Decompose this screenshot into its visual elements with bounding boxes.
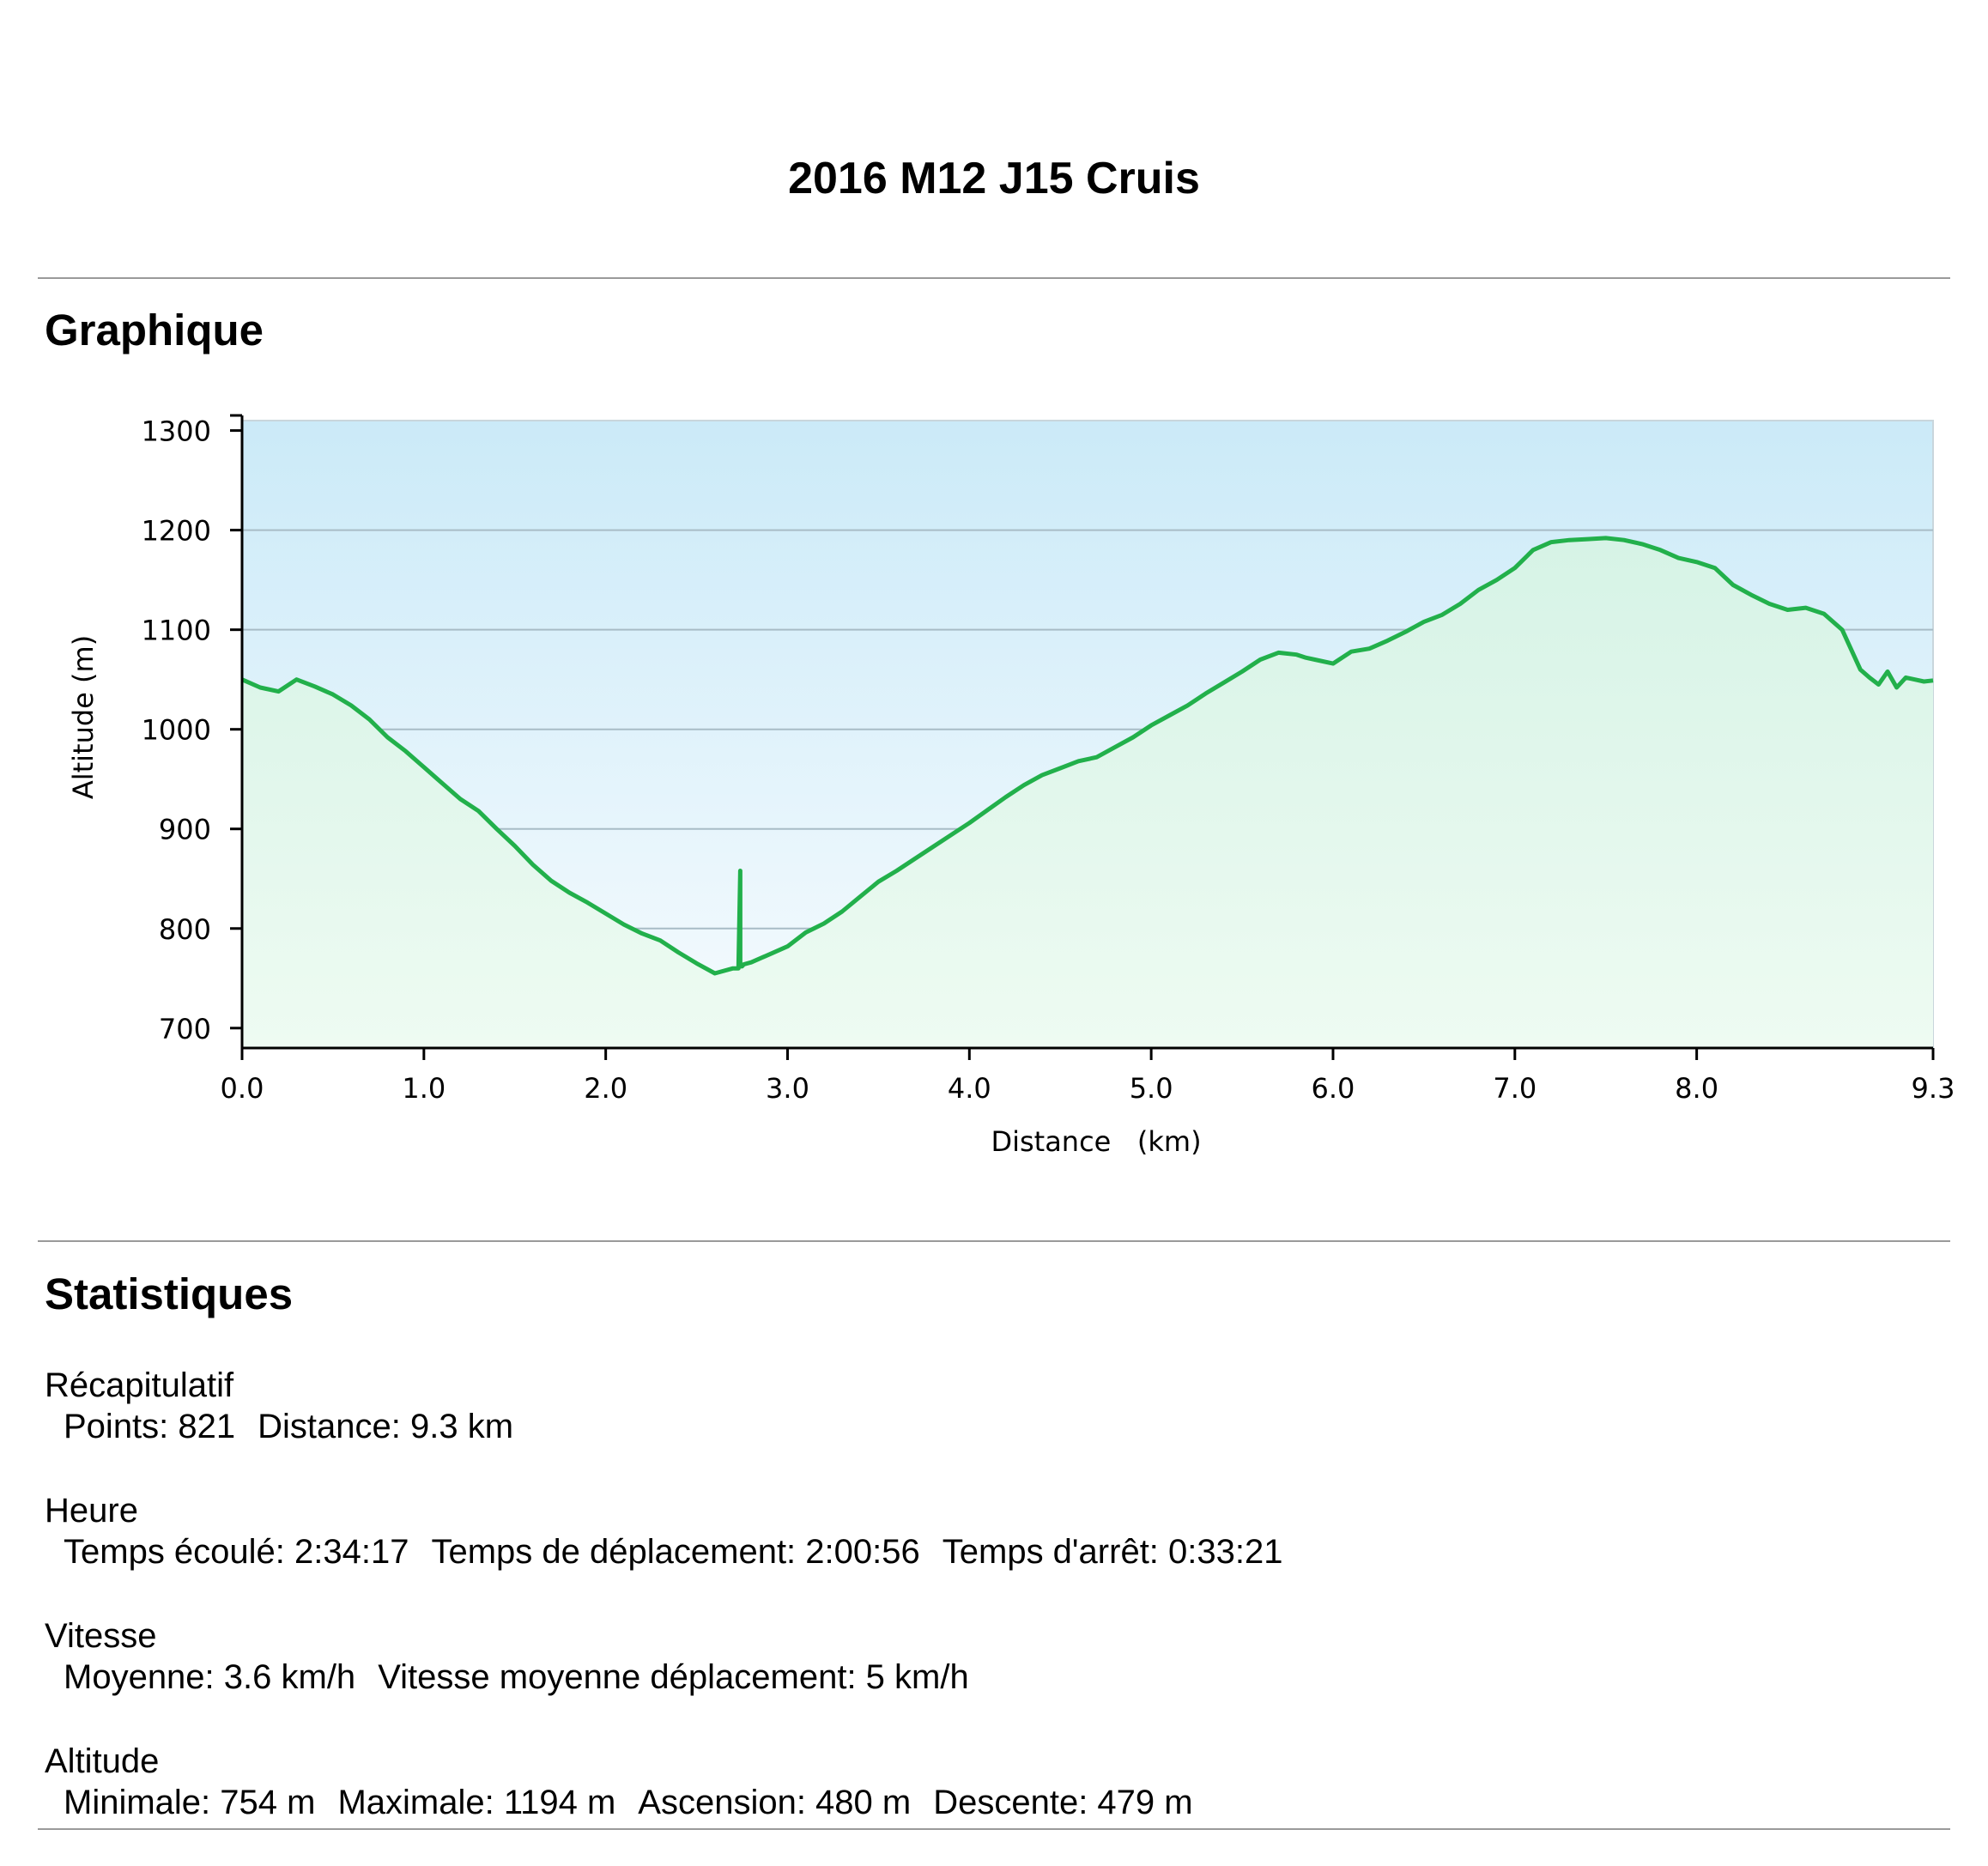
y-tick-label: 1200 (142, 515, 211, 548)
stats-group-title: Vitesse (45, 1617, 157, 1655)
stats-group-values: Points: 821 Distance: 9.3 km (45, 1406, 1283, 1447)
elevation-area (242, 537, 1933, 1048)
stat-value: Descente: 479 m (933, 1784, 1193, 1821)
y-tick-label: 1300 (142, 415, 211, 448)
stats-group-title: Récapitulatif (45, 1366, 234, 1404)
statistics-panel: Récapitulatif Points: 821 Distance: 9.3 km… (45, 1365, 1283, 1866)
elevation-line (240, 536, 1934, 976)
divider-bottom (38, 1828, 1950, 1830)
stat-value: Temps de déplacement: 2:00:56 (431, 1533, 920, 1571)
x-tick-label: 3.0 (766, 1072, 809, 1105)
stat-value: Points: 821 (64, 1408, 236, 1445)
x-tick-label: 5.0 (1130, 1072, 1173, 1105)
stats-group-title: Heure (45, 1492, 138, 1530)
x-tick-label: 7.0 (1493, 1072, 1536, 1105)
stat-value: Temps d'arrêt: 0:33:21 (942, 1533, 1283, 1571)
x-tick-label: 9.3 (1912, 1072, 1955, 1105)
divider-middle (38, 1240, 1950, 1242)
stats-group-values: Temps écoulé: 2:34:17 Temps de déplacemen… (45, 1531, 1283, 1572)
stats-group: Récapitulatif Points: 821 Distance: 9.3 km (45, 1365, 1283, 1490)
stats-group-values: Minimale: 754 m Maximale: 1194 m Ascension… (45, 1782, 1283, 1823)
x-tick-label: 4.0 (948, 1072, 991, 1105)
stats-group: Altitude Minimale: 754 m Maximale: 1194 m A… (45, 1741, 1283, 1866)
x-axis-title: Distance (km) (991, 1125, 1201, 1158)
x-tick-label: 8.0 (1675, 1072, 1718, 1105)
y-tick-label: 800 (159, 913, 211, 946)
stat-value: Moyenne: 3.6 km/h (64, 1658, 356, 1696)
y-tick-label: 1100 (142, 615, 211, 647)
stats-group: Vitesse Moyenne: 3.6 km/h Vitesse moyenne … (45, 1615, 1283, 1741)
stats-group-values: Moyenne: 3.6 km/h Vitesse moyenne déplace… (45, 1657, 1283, 1698)
stat-value: Temps écoulé: 2:34:17 (64, 1533, 409, 1571)
stats-group-title: Altitude (45, 1742, 160, 1780)
stat-value: Minimale: 754 m (64, 1784, 316, 1821)
y-tick-label: 900 (159, 814, 211, 846)
y-tick-label: 1000 (142, 714, 211, 747)
stat-value: Ascension: 480 m (638, 1784, 912, 1821)
stat-value: Distance: 9.3 km (258, 1408, 514, 1445)
divider-top (38, 277, 1950, 279)
stat-value: Maximale: 1194 m (337, 1784, 616, 1821)
stat-value: Vitesse moyenne déplacement: 5 km/h (378, 1658, 969, 1696)
x-tick-label: 2.0 (584, 1072, 627, 1105)
x-tick-label: 6.0 (1312, 1072, 1355, 1105)
x-tick-label: 1.0 (402, 1072, 445, 1105)
section-heading-stats: Statistiques (45, 1269, 294, 1318)
elevation-chart: 0.0 1.0 2.0 3.0 4.0 5.0 6.0 7.0 8.0 9.3 700 800 900 1… (67, 414, 1955, 1158)
y-axis-title: Altitude (m) (67, 635, 100, 799)
section-heading-chart: Graphique (45, 306, 264, 354)
page-title: 2016 M12 J15 Cruis (788, 154, 1200, 203)
x-tick-label: 0.0 (221, 1072, 264, 1105)
y-tick-label: 700 (159, 1013, 211, 1045)
stats-group: Heure Temps écoulé: 2:34:17 Temps de dépla… (45, 1490, 1283, 1615)
